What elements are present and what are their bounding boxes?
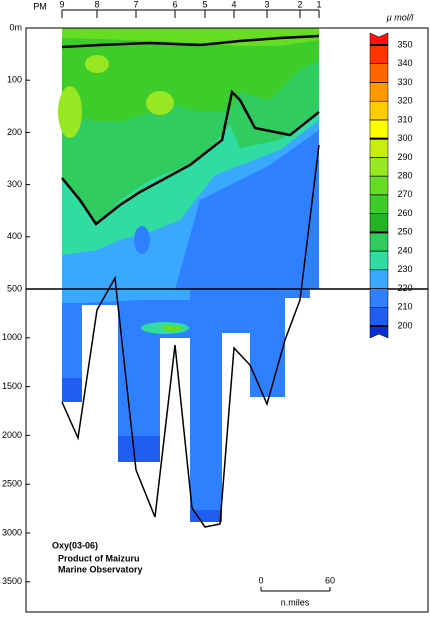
section-fill [26, 28, 428, 528]
station-label: 2 [297, 0, 302, 9]
colorbar-tick-label: 300 [397, 133, 412, 143]
colorbar-swatch [369, 100, 389, 121]
station-label: 3 [264, 0, 269, 9]
colorbar-swatch [369, 232, 389, 252]
colorbar-swatch [369, 82, 389, 102]
y-tick-label: 3500 [2, 576, 22, 586]
chart-title: Oxy(03-06) [52, 540, 98, 550]
colorbar-tick-label: 290 [397, 152, 412, 162]
colorbar-tick-label: 210 [397, 302, 412, 312]
y-tick-label: 300 [7, 179, 22, 189]
colorbar-tick-label: 230 [397, 264, 412, 274]
colorbar-swatch [369, 44, 389, 64]
y-tick-label: 3000 [2, 527, 22, 537]
y-tick-label: 0m [9, 22, 22, 32]
colorbar-tick-label: 270 [397, 189, 412, 199]
subtitle: Marine Observatory [58, 564, 143, 574]
station-label: 1 [316, 0, 321, 9]
colorbar-tick-label: 340 [397, 58, 412, 68]
colorbar-swatch [369, 288, 389, 308]
colorbar-swatch [369, 138, 389, 158]
colorbar-swatch [369, 250, 389, 271]
station-label: 6 [172, 0, 177, 9]
colorbar-swatch [369, 213, 389, 233]
station-label: 4 [231, 0, 236, 9]
colorbar-swatch [369, 63, 389, 83]
x-label: PM [33, 1, 47, 11]
subtitle: Product of Maizuru [58, 553, 140, 563]
station-label: 5 [202, 0, 207, 9]
y-tick-label: 500 [7, 283, 22, 293]
plot-frame [25, 27, 429, 613]
colorbar-tick-label: 280 [397, 171, 412, 181]
y-tick-label: 2500 [2, 479, 22, 489]
colorbar-swatch [369, 194, 389, 214]
colorbar-tick-label: 220 [397, 283, 412, 293]
colorbar-tick-label: 260 [397, 208, 412, 218]
y-tick-label: 1500 [2, 381, 22, 391]
y-tick-label: 100 [7, 75, 22, 85]
colorbar-tick-label: 320 [397, 96, 412, 106]
station-label: 7 [133, 0, 138, 9]
colorbar-tick-label: 240 [397, 245, 412, 255]
colorbar-tick-label: 350 [397, 39, 412, 49]
colorbar-swatch [369, 269, 389, 289]
scale-label: n.miles [281, 597, 310, 607]
y-tick-label: 2000 [2, 430, 22, 440]
colorbar-tick-label: 330 [397, 77, 412, 87]
colorbar-tick-label: 200 [397, 320, 412, 330]
colorbar-tick-label: 310 [397, 114, 412, 124]
station-label: 9 [59, 0, 64, 9]
y-tick-label: 200 [7, 127, 22, 137]
colorbar-swatch [369, 119, 389, 139]
station-label: 8 [94, 0, 99, 9]
colorbar-swatch [369, 175, 389, 196]
y-tick-label: 400 [7, 231, 22, 241]
colorbar-swatch [369, 157, 389, 177]
colorbar-tick-label: 250 [397, 227, 412, 237]
colorbar-label: μ mol/l [386, 12, 414, 22]
y-tick-label: 1000 [2, 332, 22, 342]
scale-tick-label: 0 [258, 575, 263, 585]
colorbar-swatch [369, 307, 389, 327]
scale-tick-label: 60 [325, 575, 335, 585]
